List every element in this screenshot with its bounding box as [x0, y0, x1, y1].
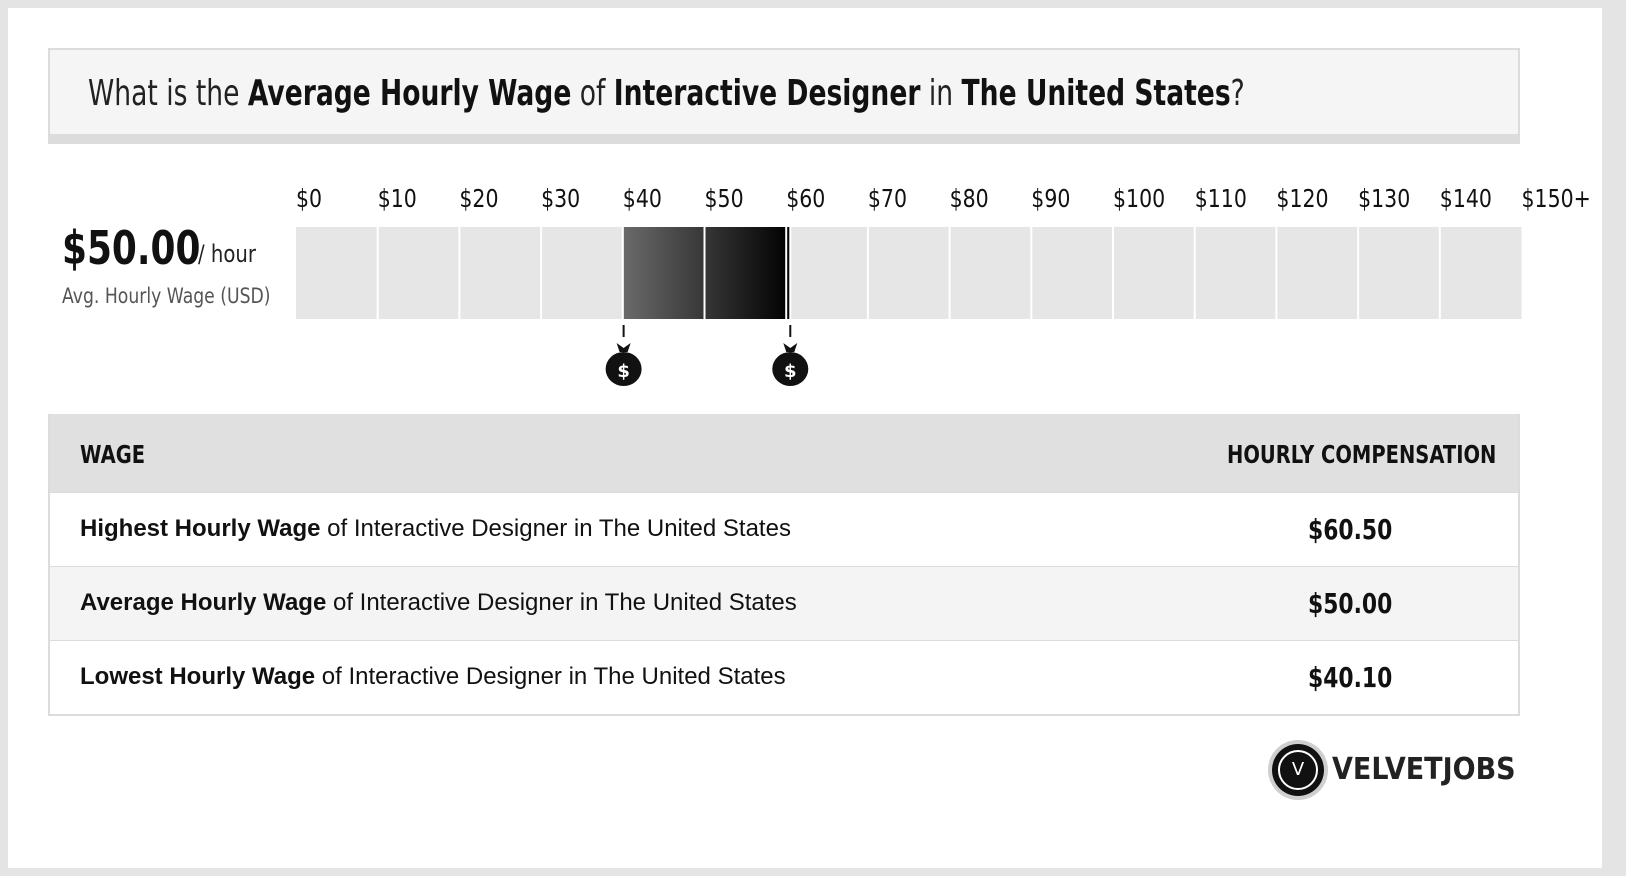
axis-tick-label: $110 [1195, 185, 1247, 213]
axis-tick-label: $130 [1358, 185, 1410, 213]
title-part: What is the [88, 73, 248, 114]
low-wage-marker-icon-knot [616, 343, 631, 352]
row-label-bold: Highest Hourly Wage [80, 515, 321, 542]
axis-tick-label: $40 [623, 185, 662, 213]
table-row: Highest Hourly Wage of Interactive Desig… [50, 492, 1518, 566]
bar-segment [949, 227, 1032, 319]
axis-tick-label: $80 [950, 185, 989, 213]
wage-range-chart: $0 $10 $20 $30 $40 $50 $60 $70 $80 $90 $100 $110 $12… [296, 185, 1591, 386]
bar-segment [786, 227, 868, 319]
axis-tick-label: $20 [459, 185, 498, 213]
row-label-rest: of Interactive Designer in The United St… [320, 515, 791, 542]
axis-tick-label: $10 [378, 185, 417, 213]
bar-segment [541, 227, 623, 319]
row-label-rest: of Interactive Designer in The United St… [315, 663, 786, 690]
table-header: WAGE HOURLY COMPENSATION [50, 414, 1518, 492]
bar-segment [1031, 227, 1113, 319]
title-part: ? [1230, 73, 1245, 114]
low-wage-marker-icon-bag [605, 352, 642, 386]
bar-segment [377, 227, 460, 319]
axis-tick-label: $150+ [1522, 185, 1591, 213]
high-wage-marker-icon-bag [772, 352, 809, 386]
axis-tick-label: $100 [1113, 185, 1165, 213]
axis-tick-label: $90 [1031, 185, 1070, 213]
bar-segment [1439, 227, 1522, 319]
table-row: Lowest Hourly Wage of Interactive Design… [50, 640, 1518, 714]
axis-tick-label: $50 [705, 185, 744, 213]
bar-segment [1194, 227, 1277, 319]
axis-tick-label: $140 [1440, 185, 1492, 213]
page-frame: What is the Average Hourly Wage of Inter… [8, 8, 1602, 868]
row-value: $60.50 [1308, 513, 1393, 546]
bar-segment [296, 227, 378, 319]
row-value: $40.10 [1308, 661, 1393, 694]
bar-segment [1358, 227, 1440, 319]
low-wage-marker-icon-label: $ [617, 361, 630, 382]
bar-segment [459, 227, 542, 319]
logo-letter: V [1278, 750, 1318, 790]
brand-name: VELVETJOBS [1332, 752, 1516, 787]
axis-tick-label: $60 [786, 185, 825, 213]
velvetjobs-logo-icon: V [1272, 744, 1324, 796]
bar-segment [867, 227, 950, 319]
wage-table: WAGE HOURLY COMPENSATION Highest Hourly … [48, 414, 1520, 716]
title-bold-location: The United States [961, 73, 1231, 114]
wage-range-fill [623, 227, 791, 319]
axis-tick-label: $30 [541, 185, 580, 213]
page-title: What is the Average Hourly Wage of Inter… [88, 72, 1245, 116]
average-wage-value: $50.00 [62, 221, 201, 275]
axis-tick-label: $70 [868, 185, 907, 213]
column-header-compensation: HOURLY COMPENSATION [1227, 440, 1497, 469]
title-part: of [571, 73, 614, 114]
title-box: What is the Average Hourly Wage of Inter… [48, 48, 1520, 144]
column-header-wage: WAGE [80, 440, 146, 469]
row-value: $50.00 [1308, 587, 1393, 620]
bar-segment [1113, 227, 1195, 319]
bar-segment [1276, 227, 1359, 319]
average-wage-caption: Avg. Hourly Wage (USD) [62, 284, 271, 308]
title-bold-job: Interactive Designer [613, 73, 921, 114]
row-label: Lowest Hourly Wage of Interactive Design… [80, 663, 786, 691]
row-label: Highest Hourly Wage of Interactive Desig… [80, 515, 791, 543]
average-wage-unit: / hour [198, 240, 256, 268]
high-wage-marker-icon-label: $ [784, 361, 797, 382]
axis-tick-label: $0 [296, 185, 322, 213]
row-label: Average Hourly Wage of Interactive Desig… [80, 589, 797, 617]
row-label-bold: Lowest Hourly Wage [80, 663, 316, 690]
high-wage-marker-icon-knot [783, 343, 798, 352]
row-label-rest: of Interactive Designer in The United St… [326, 589, 797, 616]
title-part: in [920, 73, 962, 114]
table-row: Average Hourly Wage of Interactive Desig… [50, 566, 1518, 640]
title-bold-wage: Average Hourly Wage [247, 73, 572, 114]
average-wage-summary: $50.00 / hour Avg. Hourly Wage (USD) [62, 220, 302, 308]
row-label-bold: Average Hourly Wage [80, 589, 327, 616]
axis-tick-label: $120 [1276, 185, 1328, 213]
